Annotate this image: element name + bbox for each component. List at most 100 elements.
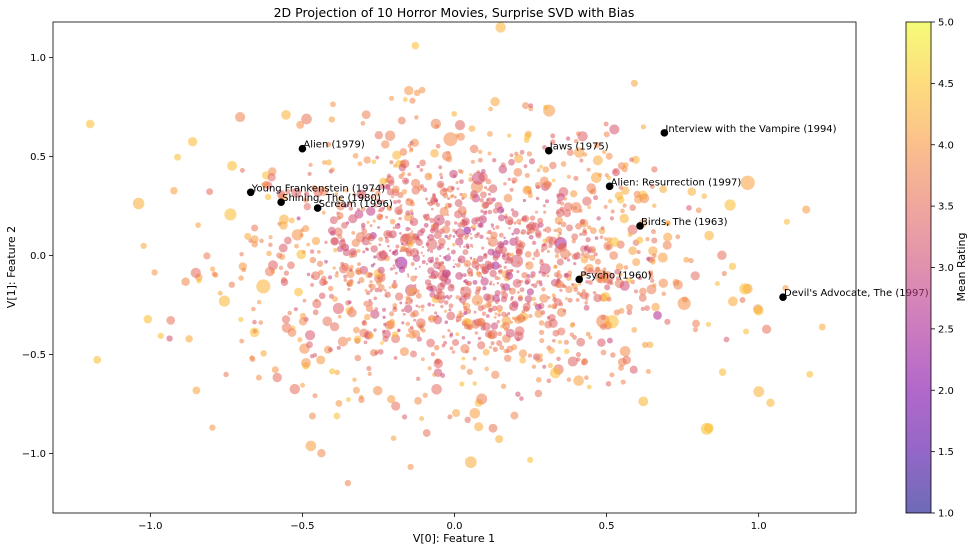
data-point [651,302,660,312]
data-point [239,338,245,344]
data-point [324,259,328,264]
data-point [514,315,523,324]
data-point [501,311,507,317]
data-point [407,172,412,177]
data-point [557,233,561,237]
data-point [753,305,764,316]
data-point [393,355,398,360]
data-point [452,259,455,262]
data-point [504,354,512,362]
data-point [564,256,568,260]
data-point [496,340,503,347]
data-point [474,331,479,335]
data-point [572,334,578,340]
data-point [463,259,472,268]
data-point [584,375,589,381]
data-point [386,173,392,179]
data-point [358,277,365,284]
highlight-marker [298,144,307,153]
data-point [349,248,357,256]
data-point [143,314,153,324]
data-point [310,282,315,287]
data-point [482,201,490,209]
data-point [433,358,443,369]
data-point [417,229,424,237]
data-point [453,195,457,199]
data-point [541,287,546,292]
data-point [392,279,397,284]
data-point [398,173,404,180]
data-point [645,368,651,375]
y-tick-label: 0.5 [30,152,46,163]
data-point [521,215,528,222]
data-point [399,301,403,305]
data-point [415,289,420,294]
data-point [525,261,534,270]
data-point [514,326,525,336]
data-point [427,366,432,371]
data-point [419,159,426,167]
data-point [552,329,560,337]
data-point [379,177,387,186]
data-point [420,251,423,255]
data-point [455,315,462,322]
data-point [347,308,357,318]
data-point [337,336,348,347]
data-point [345,397,351,403]
data-point [490,96,500,107]
data-point [523,305,530,313]
data-point [663,232,673,242]
data-point [285,188,291,195]
data-point [565,285,573,294]
data-point [607,279,613,285]
data-point [294,287,303,297]
data-point [157,332,164,340]
data-point [695,207,702,214]
data-point [447,328,451,333]
data-point [384,183,391,190]
data-point [467,227,471,231]
data-point [409,199,414,204]
data-point [492,283,495,286]
data-point [495,435,504,444]
data-point [413,291,417,295]
data-point [506,345,514,353]
data-point [551,178,556,183]
data-point [415,376,421,381]
data-point [546,378,552,384]
data-point [333,412,341,420]
data-point [543,104,549,110]
data-point [523,164,528,169]
data-point [407,143,412,148]
data-point [476,393,488,405]
data-point [496,320,501,324]
data-point [644,305,651,312]
data-point [629,365,638,374]
data-point [550,139,556,145]
data-point [258,320,264,325]
data-point [503,193,513,203]
data-point [659,185,668,194]
data-point [535,232,542,239]
data-point [306,242,311,247]
data-point [646,256,651,262]
data-point [473,310,477,314]
data-point [409,148,414,153]
data-point [563,196,568,201]
data-point [487,209,493,215]
data-point [739,297,746,303]
data-point [464,456,477,469]
data-point [394,292,404,301]
data-point [495,225,500,230]
data-point [291,229,304,241]
data-point [398,216,402,221]
data-point [558,242,567,252]
data-point [410,350,417,358]
data-point [300,382,306,388]
data-point [390,435,397,442]
data-point [491,226,494,229]
data-point [508,158,515,166]
movie-label: Interview with the Vampire (1994) [665,124,836,135]
data-point [651,166,658,173]
data-point [327,285,334,292]
